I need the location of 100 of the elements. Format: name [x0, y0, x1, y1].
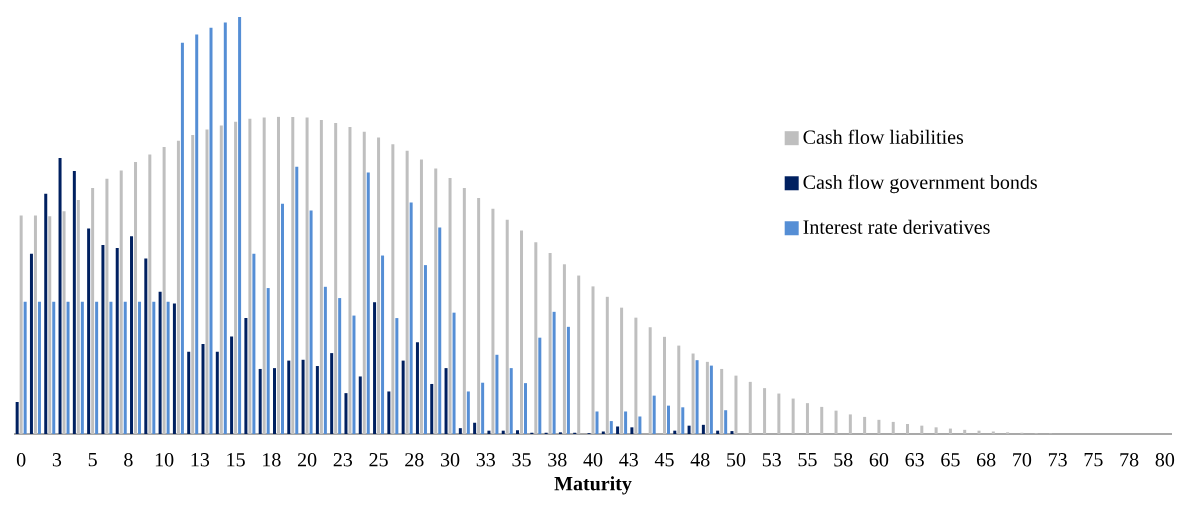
bar — [252, 253, 256, 434]
x-tick-label: 45 — [654, 453, 674, 467]
bar — [444, 368, 448, 434]
bar — [716, 430, 720, 434]
bar — [405, 150, 409, 434]
bar — [934, 427, 938, 434]
bar — [630, 427, 634, 434]
bar — [152, 301, 156, 434]
bar — [119, 170, 123, 434]
bar — [280, 203, 284, 434]
bar — [180, 42, 184, 434]
x-tick-label: 28 — [405, 453, 424, 467]
bar — [330, 353, 334, 434]
bar — [52, 301, 56, 434]
bar — [963, 429, 967, 434]
bar — [291, 117, 295, 434]
bar — [595, 411, 599, 434]
bar — [695, 360, 699, 434]
bar — [652, 395, 656, 434]
bar — [377, 137, 381, 434]
bar — [287, 360, 291, 434]
bar — [948, 428, 952, 434]
bar — [624, 411, 628, 434]
x-axis-title: Maturity — [554, 476, 632, 495]
bar — [101, 245, 105, 434]
x-tick-label: 5 — [88, 453, 97, 467]
bar — [605, 296, 609, 434]
bar — [358, 376, 362, 434]
bar — [906, 423, 910, 434]
bar — [601, 431, 605, 434]
bar — [552, 311, 556, 434]
x-tick-label: 15 — [227, 453, 245, 467]
bar — [709, 365, 713, 434]
x-tick-label: 8 — [124, 453, 133, 467]
bar — [66, 301, 70, 434]
bar — [409, 202, 413, 434]
x-tick-label: 65 — [941, 453, 960, 467]
bar — [234, 121, 238, 434]
bar — [19, 215, 23, 434]
bar — [634, 317, 638, 434]
x-tick-label: 73 — [1048, 453, 1067, 467]
bar — [305, 117, 309, 434]
bar — [415, 342, 419, 434]
bar — [720, 368, 724, 434]
bar — [309, 210, 313, 434]
bar — [638, 416, 642, 434]
bar — [501, 430, 505, 434]
bar — [266, 288, 270, 434]
x-tick-label: 33 — [476, 453, 496, 467]
bar — [452, 312, 456, 434]
bar — [262, 117, 266, 434]
bar — [734, 375, 738, 434]
x-tick-label: 60 — [869, 453, 889, 467]
bar — [920, 425, 924, 434]
legend-label: Interest rate derivatives — [803, 219, 990, 234]
bar — [877, 419, 881, 434]
bar — [134, 162, 138, 434]
bar — [516, 430, 520, 434]
x-tick-label: 23 — [333, 453, 353, 467]
bar — [258, 368, 262, 434]
bar — [144, 258, 148, 434]
bar — [230, 336, 234, 434]
bar — [44, 193, 48, 434]
bar — [191, 135, 195, 434]
bar — [62, 211, 66, 434]
bar — [166, 301, 170, 434]
bar — [105, 178, 109, 434]
bar — [23, 301, 27, 434]
bar — [548, 253, 552, 434]
bar — [58, 157, 62, 434]
bar — [687, 425, 691, 434]
bar — [538, 337, 542, 434]
bar — [95, 301, 99, 434]
bar — [448, 177, 452, 434]
x-tick-label: 43 — [619, 453, 638, 467]
bar — [991, 431, 995, 434]
bar — [115, 248, 119, 434]
bar — [373, 302, 377, 434]
bar — [401, 360, 405, 434]
bar — [48, 216, 52, 434]
bar — [730, 431, 734, 434]
bar — [691, 353, 695, 434]
bar — [724, 410, 728, 434]
bar — [505, 219, 509, 434]
bar — [395, 318, 399, 434]
bar — [648, 327, 652, 434]
bar — [201, 343, 205, 434]
bar — [172, 303, 176, 434]
bar — [387, 391, 391, 434]
bar — [562, 264, 566, 434]
bar — [477, 197, 481, 434]
bar — [748, 381, 752, 434]
bar — [566, 326, 570, 434]
bar — [577, 275, 581, 434]
bar — [791, 398, 795, 434]
bar — [223, 22, 227, 434]
bar — [323, 286, 327, 434]
bar — [87, 228, 91, 434]
bar — [80, 301, 84, 434]
bar — [176, 140, 180, 434]
